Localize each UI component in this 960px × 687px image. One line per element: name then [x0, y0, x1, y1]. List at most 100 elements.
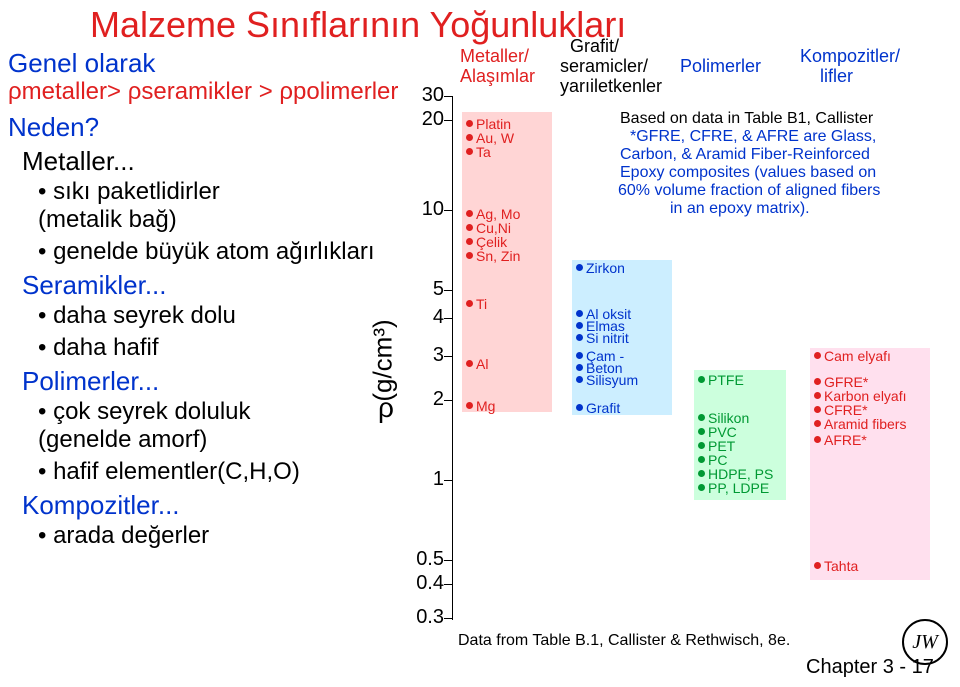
data-label: Al: [476, 356, 488, 372]
p1: • çok seyrek doluluk: [38, 398, 251, 426]
ytick: [444, 560, 452, 561]
data-point: [576, 322, 583, 329]
s2: • daha hafif: [38, 334, 159, 362]
col4-header-a: Kompozitler/: [800, 46, 900, 67]
data-label: Ti: [476, 296, 487, 312]
data-point: [814, 406, 821, 413]
data-label: Mg: [476, 398, 495, 414]
ytick-label: 5: [414, 278, 444, 301]
metaller-h: Metaller...: [22, 146, 135, 177]
data-point: [814, 392, 821, 399]
ytick: [444, 318, 452, 319]
ineq-line: ρmetaller> ρseramikler > ρpolimerler: [8, 78, 398, 106]
data-label: Si nitrit: [586, 330, 629, 346]
source-text: Data from Table B.1, Callister & Rethwis…: [458, 632, 790, 650]
data-point: [576, 376, 583, 383]
ytick-label: 10: [414, 198, 444, 221]
data-label: Silisyum: [586, 372, 638, 388]
note-6: in an epoxy matrix).: [670, 200, 810, 218]
ytick-label: 20: [414, 108, 444, 131]
note-2: *GFRE, CFRE, & AFRE are Glass,: [630, 128, 876, 146]
data-label: Ta: [476, 144, 491, 160]
data-point: [698, 470, 705, 477]
data-point: [466, 210, 473, 217]
data-point: [698, 428, 705, 435]
y-axis-line: [452, 96, 453, 620]
data-point: [814, 352, 821, 359]
ytick-label: 1: [414, 468, 444, 491]
m2: • genelde büyük atom ağırlıkları: [38, 238, 375, 266]
data-point: [576, 404, 583, 411]
data-point: [466, 134, 473, 141]
data-point: [466, 360, 473, 367]
kompozitler-h: Kompozitler...: [22, 490, 180, 521]
axis-unit: (g/cm³): [368, 319, 399, 401]
data-point: [814, 562, 821, 569]
data-point: [698, 456, 705, 463]
data-point: [698, 414, 705, 421]
data-point: [466, 148, 473, 155]
ytick: [444, 290, 452, 291]
data-point: [466, 238, 473, 245]
col2-header-c: yarıiletkenler: [560, 76, 662, 97]
ytick-label: 4: [414, 306, 444, 329]
ytick: [444, 210, 452, 211]
m1: • sıkı paketlidirler: [38, 178, 220, 206]
col4-header-b: lifler: [820, 66, 853, 87]
ytick: [444, 584, 452, 585]
p2: • hafif elementler(C,H,O): [38, 458, 300, 486]
data-point: [466, 224, 473, 231]
col2-header-a: Grafit/: [570, 36, 619, 57]
data-point: [466, 120, 473, 127]
note-1: Based on data in Table B1, Callister: [620, 110, 873, 128]
data-label: Sn, Zin: [476, 248, 520, 264]
seramikler-h: Seramikler...: [22, 270, 167, 301]
ytick: [444, 480, 452, 481]
data-point: [814, 420, 821, 427]
rho-symbol: ρ: [378, 392, 394, 424]
data-point: [576, 352, 583, 359]
data-point: [814, 378, 821, 385]
data-label: Tahta: [824, 558, 858, 574]
data-point: [576, 310, 583, 317]
data-point: [466, 300, 473, 307]
note-3: Carbon, & Aramid Fiber-Reinforced: [620, 146, 870, 164]
col1-header-a: Metaller/: [460, 46, 529, 67]
m1b: (metalik bağ): [38, 206, 177, 234]
data-label: AFRE*: [824, 432, 867, 448]
data-point: [698, 376, 705, 383]
ytick-label: 0.4: [414, 572, 444, 595]
ytick-label: 30: [414, 84, 444, 107]
data-label: Zirkon: [586, 260, 625, 276]
s1: • daha seyrek dolu: [38, 302, 236, 330]
ytick: [444, 356, 452, 357]
data-point: [576, 264, 583, 271]
note-4: Epoxy composites (values based on: [620, 164, 876, 182]
ytick: [444, 400, 452, 401]
ytick-label: 0.3: [414, 606, 444, 629]
col3-header: Polimerler: [680, 56, 761, 77]
publisher-logo: JW: [902, 619, 948, 665]
ytick-label: 3: [414, 344, 444, 367]
ytick-label: 2: [414, 388, 444, 411]
ytick-label: 0.5: [414, 548, 444, 571]
ytick: [444, 618, 452, 619]
p1b: (genelde amorf): [38, 426, 207, 454]
data-point: [466, 402, 473, 409]
data-point: [698, 442, 705, 449]
k1: • arada değerler: [38, 522, 209, 550]
data-label: PTFE: [708, 372, 744, 388]
ytick: [444, 96, 452, 97]
data-label: Aramid fibers: [824, 416, 906, 432]
data-point: [698, 484, 705, 491]
note-5: 60% volume fraction of aligned fibers: [618, 182, 880, 200]
col2-header-b: seramicler/: [560, 56, 648, 77]
data-label: PP, LDPE: [708, 480, 769, 496]
data-label: Grafit: [586, 400, 620, 416]
polimerler-h: Polimerler...: [22, 366, 159, 397]
data-point: [814, 436, 821, 443]
genel-heading: Genel olarak: [8, 48, 155, 79]
page-title: Malzeme Sınıflarının Yoğunlukları: [90, 4, 626, 46]
ytick: [444, 120, 452, 121]
col1-header-b: Alaşımlar: [460, 66, 535, 87]
